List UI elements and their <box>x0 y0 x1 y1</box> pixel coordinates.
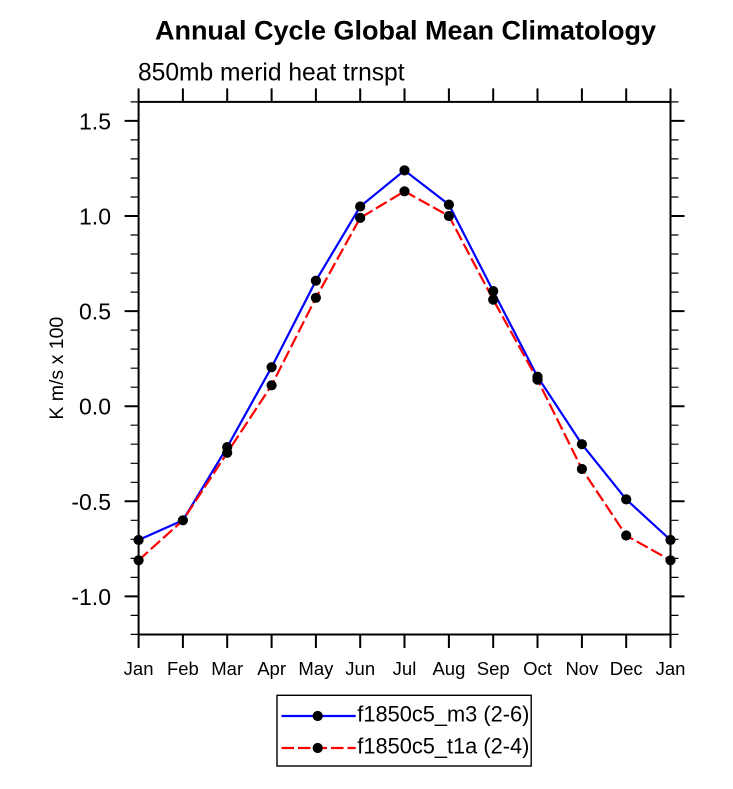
svg-text:0.0: 0.0 <box>79 394 111 420</box>
svg-text:Sep: Sep <box>477 658 510 679</box>
svg-text:May: May <box>298 658 334 679</box>
svg-text:Jul: Jul <box>393 658 417 679</box>
svg-text:Annual Cycle Global Mean Clima: Annual Cycle Global Mean Climatology <box>155 16 656 46</box>
svg-text:Apr: Apr <box>257 658 286 679</box>
svg-text:f1850c5_m3 (2-6): f1850c5_m3 (2-6) <box>357 702 529 727</box>
svg-text:-1.0: -1.0 <box>71 584 111 610</box>
svg-text:Dec: Dec <box>610 658 643 679</box>
svg-text:Feb: Feb <box>167 658 199 679</box>
svg-text:-0.5: -0.5 <box>71 489 111 515</box>
svg-text:850mb merid heat trnspt: 850mb merid heat trnspt <box>138 60 405 87</box>
svg-text:1.0: 1.0 <box>79 204 111 230</box>
svg-text:Aug: Aug <box>432 658 465 679</box>
svg-text:f1850c5_t1a (2-4): f1850c5_t1a (2-4) <box>357 733 529 758</box>
svg-text:Oct: Oct <box>523 658 552 679</box>
svg-text:Jan: Jan <box>124 658 154 679</box>
svg-text:Mar: Mar <box>211 658 243 679</box>
svg-text:Jun: Jun <box>345 658 375 679</box>
svg-text:Nov: Nov <box>565 658 599 679</box>
svg-text:K m/s x 100: K m/s x 100 <box>46 317 68 420</box>
svg-text:0.5: 0.5 <box>79 299 111 325</box>
svg-text:1.5: 1.5 <box>79 108 111 134</box>
svg-text:Jan: Jan <box>656 658 686 679</box>
